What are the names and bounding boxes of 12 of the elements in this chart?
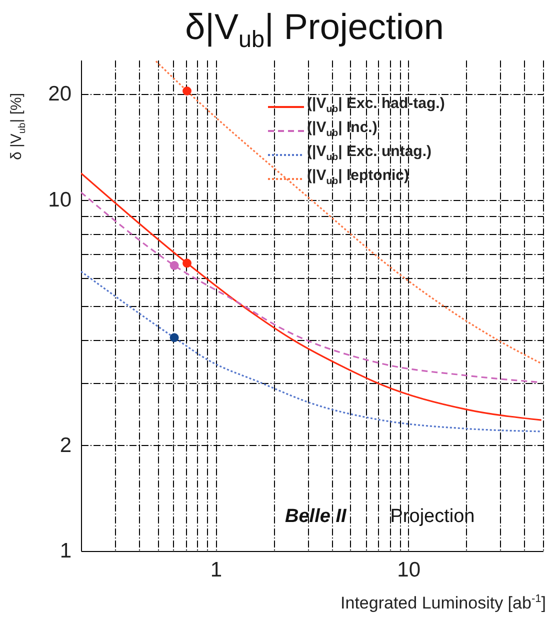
x-axis-title: Integrated Luminosity [ab$^{-1}$] — [340, 593, 546, 614]
legend-label: (|V$_{ub}$| Inc.) — [307, 119, 378, 141]
y-tick-label: 10 — [48, 188, 72, 212]
chart-title: δ|V$_{ub}$| Projection — [184, 6, 445, 54]
legend-label: (|V$_{ub}$| Exc. untag.) — [307, 143, 432, 165]
y-tick-label: 2 — [60, 434, 72, 457]
legend-label: (|V$_{ub}$| Exc. had-tag.) — [307, 95, 445, 117]
annotation: Belle II — [285, 506, 346, 528]
legend-label: (|V$_{ub}$| leptonic) — [307, 167, 409, 189]
y-tick-label: 20 — [48, 82, 72, 106]
annotation: Projection — [390, 506, 475, 528]
y-tick-label: 1 — [60, 540, 72, 562]
